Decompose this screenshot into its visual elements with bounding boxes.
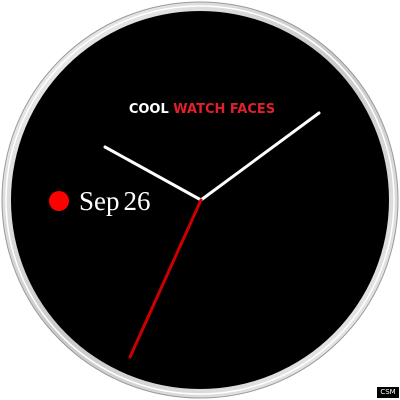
second-hand [128, 198, 203, 359]
brand-part-cool: COOL [128, 102, 169, 117]
watch-bezel-inner [5, 5, 395, 395]
date-indicator-dot [49, 191, 69, 211]
brand-logo: COOL WATCH FACES [0, 102, 400, 117]
hour-hand [103, 145, 203, 202]
date-day: 26 [123, 185, 151, 216]
brand-part-watch-faces: WATCH FACES [173, 102, 276, 117]
date-month: Sep [79, 185, 120, 216]
date-complication: Sep 26 [49, 184, 155, 218]
date-text: Sep 26 [79, 186, 155, 217]
corner-badge: CSM [377, 387, 399, 398]
minute-hand [199, 111, 321, 202]
